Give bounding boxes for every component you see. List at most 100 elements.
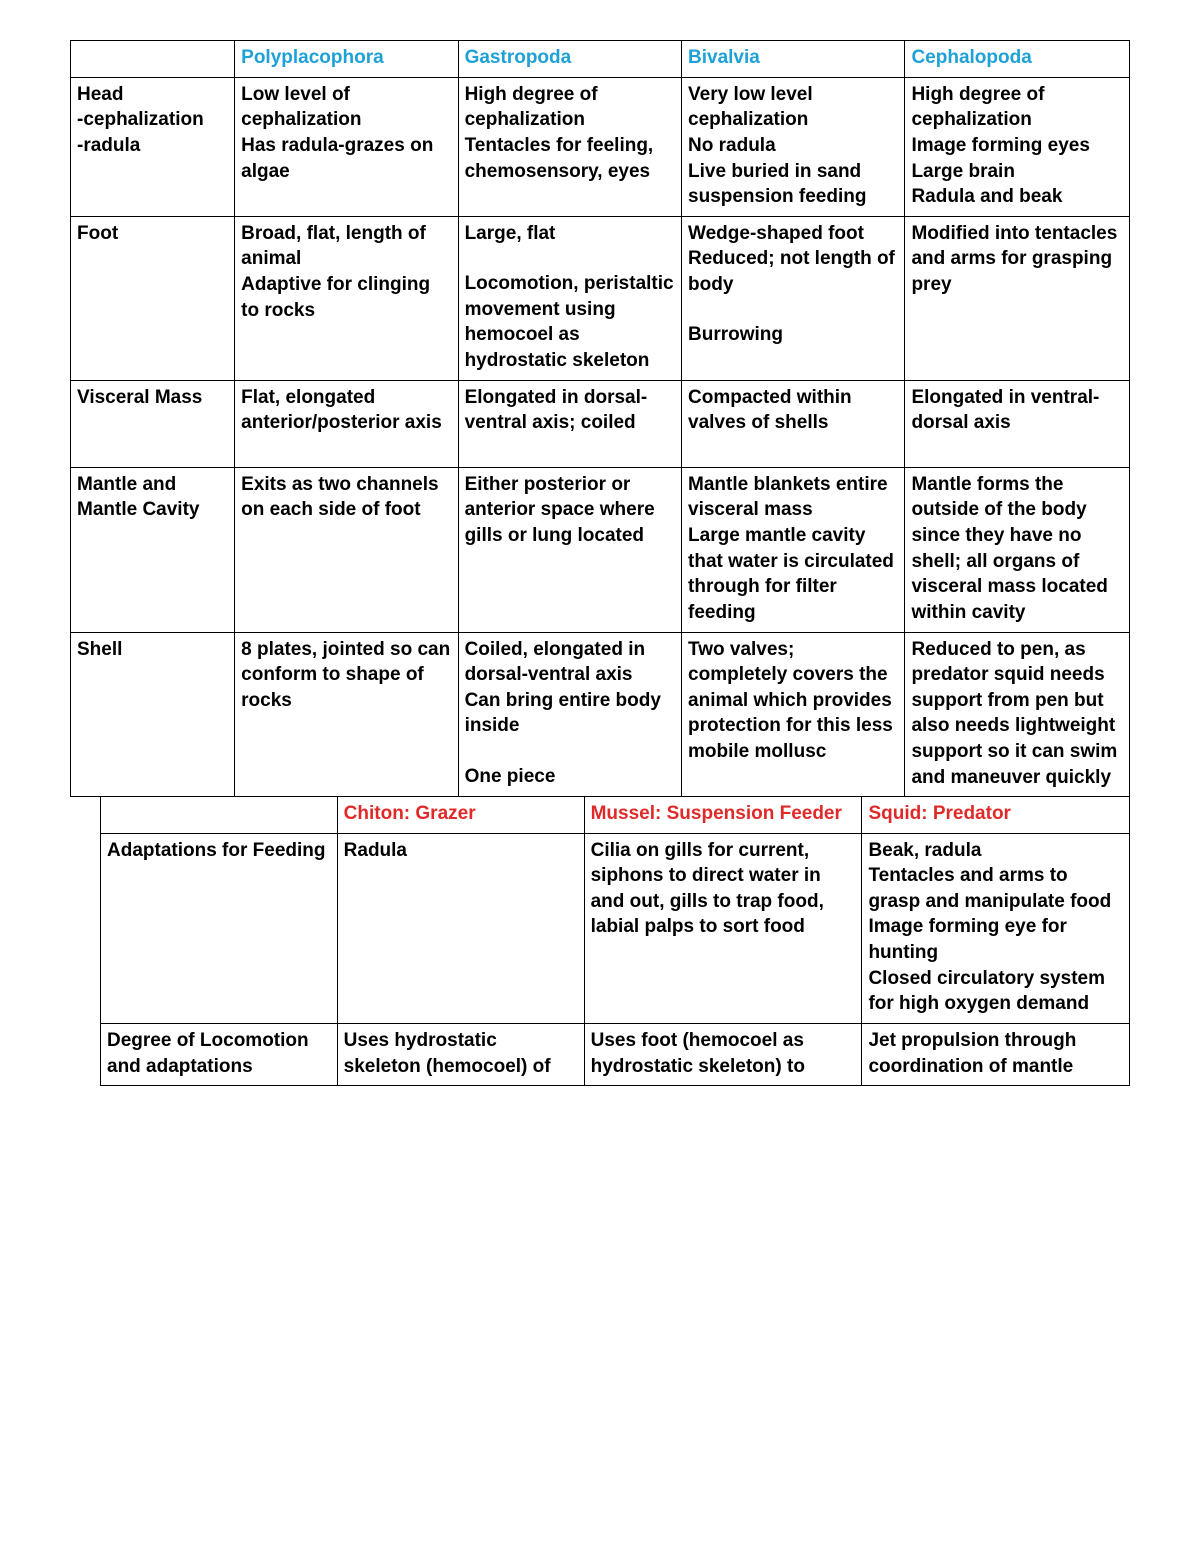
cell-text: Radula xyxy=(344,838,578,864)
table-row: Head -cephalization -radula Low level of… xyxy=(71,77,1130,216)
cell-text: Mantle forms the outside of the body sin… xyxy=(911,472,1123,626)
row-label: Mantle and Mantle Cavity xyxy=(71,467,235,632)
cell-text: Can bring entire body inside xyxy=(465,688,675,739)
cell-text: Either posterior or anterior space where… xyxy=(465,472,675,549)
cell-text: Jet propulsion through coordination of m… xyxy=(868,1028,1123,1079)
header-cell-blank xyxy=(101,796,338,833)
cell-text: Broad, flat, length of animal xyxy=(241,221,451,272)
table-cell: Beak, radula Tentacles and arms to grasp… xyxy=(862,833,1130,1023)
table-cell: Elongated in dorsal-ventral axis; coiled xyxy=(458,380,681,467)
table-cell: Coiled, elongated in dorsal-ventral axis… xyxy=(458,632,681,797)
table-row: Degree of Locomotion and adaptations Use… xyxy=(101,1024,1130,1086)
header-cell: Polyplacophora xyxy=(235,41,458,78)
cell-text: Compacted within valves of shells xyxy=(688,385,898,436)
cell-text: Low level of cephalization xyxy=(241,82,451,133)
cell-text: Elongated in ventral-dorsal axis xyxy=(911,385,1123,436)
table-cell: Mantle forms the outside of the body sin… xyxy=(905,467,1130,632)
table-cell: Modified into tentacles and arms for gra… xyxy=(905,216,1130,380)
table-cell: Elongated in ventral-dorsal axis xyxy=(905,380,1130,467)
table-cell: Low level of cephalization Has radula-gr… xyxy=(235,77,458,216)
table-cell: Mantle blankets entire visceral mass Lar… xyxy=(682,467,905,632)
cell-text: Coiled, elongated in dorsal-ventral axis xyxy=(465,637,675,688)
cell-text: No radula xyxy=(688,133,898,159)
row-label-line: Head xyxy=(77,82,228,108)
table-header-row: Polyplacophora Gastropoda Bivalvia Cepha… xyxy=(71,41,1130,78)
cell-text: Exits as two channels on each side of fo… xyxy=(241,472,451,523)
cell-text: Wedge-shaped foot xyxy=(688,221,898,247)
row-label-line: -cephalization xyxy=(77,107,228,133)
cell-text: One piece xyxy=(465,764,675,790)
row-label-line: Foot xyxy=(77,221,228,247)
cell-text: Locomotion, peristaltic movement using h… xyxy=(465,271,675,374)
cell-text: Mantle blankets entire visceral mass xyxy=(688,472,898,523)
cell-text: Large brain xyxy=(911,159,1123,185)
table-cell: Jet propulsion through coordination of m… xyxy=(862,1024,1130,1086)
table-cell: Uses foot (hemocoel as hydrostatic skele… xyxy=(584,1024,862,1086)
cell-text: Reduced; not length of body xyxy=(688,246,898,297)
table-cell: Broad, flat, length of animal Adaptive f… xyxy=(235,216,458,380)
table-cell: Uses hydrostatic skeleton (hemocoel) of xyxy=(337,1024,584,1086)
table-cell: Reduced to pen, as predator squid needs … xyxy=(905,632,1130,797)
row-label: Degree of Locomotion and adaptations xyxy=(101,1024,338,1086)
cell-text: Live buried in sand suspension feeding xyxy=(688,159,898,210)
cell-text: Image forming eyes xyxy=(911,133,1123,159)
cell-text: High degree of cephalization xyxy=(911,82,1123,133)
table-cell: Very low level cephalization No radula L… xyxy=(682,77,905,216)
comparison-table-1: Polyplacophora Gastropoda Bivalvia Cepha… xyxy=(70,40,1130,797)
table-cell: Exits as two channels on each side of fo… xyxy=(235,467,458,632)
row-label: Adaptations for Feeding xyxy=(101,833,338,1023)
cell-text: Large, flat xyxy=(465,221,675,247)
header-cell: Mussel: Suspension Feeder xyxy=(584,796,862,833)
cell-text: Elongated in dorsal-ventral axis; coiled xyxy=(465,385,675,436)
cell-text: Uses hydrostatic skeleton (hemocoel) of xyxy=(344,1028,578,1079)
table-header-row: Chiton: Grazer Mussel: Suspension Feeder… xyxy=(101,796,1130,833)
header-cell: Cephalopoda xyxy=(905,41,1130,78)
table-cell: High degree of cephalization Tentacles f… xyxy=(458,77,681,216)
cell-text: Tentacles for feeling, chemosensory, eye… xyxy=(465,133,675,184)
table-row: Mantle and Mantle Cavity Exits as two ch… xyxy=(71,467,1130,632)
table-cell: Wedge-shaped foot Reduced; not length of… xyxy=(682,216,905,380)
header-cell-blank xyxy=(71,41,235,78)
header-cell: Chiton: Grazer xyxy=(337,796,584,833)
table-row: Visceral Mass Flat, elongated anterior/p… xyxy=(71,380,1130,467)
table-cell: Radula xyxy=(337,833,584,1023)
cell-text: Flat, elongated anterior/posterior axis xyxy=(241,385,451,436)
cell-text: Image forming eye for hunting xyxy=(868,914,1123,965)
cell-text: Burrowing xyxy=(688,322,898,348)
row-label: Shell xyxy=(71,632,235,797)
table-row: Adaptations for Feeding Radula Cilia on … xyxy=(101,833,1130,1023)
table-cell: High degree of cephalization Image formi… xyxy=(905,77,1130,216)
row-label-line: -radula xyxy=(77,133,228,159)
table-row: Foot Broad, flat, length of animal Adapt… xyxy=(71,216,1130,380)
table-cell: Large, flat Locomotion, peristaltic move… xyxy=(458,216,681,380)
cell-text: Two valves; completely covers the animal… xyxy=(688,637,898,765)
table-cell: 8 plates, jointed so can conform to shap… xyxy=(235,632,458,797)
cell-text: Very low level cephalization xyxy=(688,82,898,133)
cell-text: Beak, radula xyxy=(868,838,1123,864)
cell-text: Radula and beak xyxy=(911,184,1123,210)
row-label-line: Mantle and Mantle Cavity xyxy=(77,472,228,523)
cell-text: Cilia on gills for current, siphons to d… xyxy=(591,838,856,941)
row-label-line: Shell xyxy=(77,637,228,663)
table-cell: Flat, elongated anterior/posterior axis xyxy=(235,380,458,467)
header-cell: Gastropoda xyxy=(458,41,681,78)
table-cell: Either posterior or anterior space where… xyxy=(458,467,681,632)
cell-text: 8 plates, jointed so can conform to shap… xyxy=(241,637,451,714)
cell-text: High degree of cephalization xyxy=(465,82,675,133)
cell-text: Adaptive for clinging to rocks xyxy=(241,272,451,323)
table-cell: Cilia on gills for current, siphons to d… xyxy=(584,833,862,1023)
cell-text: Has radula-grazes on algae xyxy=(241,133,451,184)
table-cell: Two valves; completely covers the animal… xyxy=(682,632,905,797)
comparison-table-2: Chiton: Grazer Mussel: Suspension Feeder… xyxy=(100,796,1130,1086)
cell-text: Tentacles and arms to grasp and manipula… xyxy=(868,863,1123,914)
header-cell: Bivalvia xyxy=(682,41,905,78)
row-label: Foot xyxy=(71,216,235,380)
cell-text: Uses foot (hemocoel as hydrostatic skele… xyxy=(591,1028,856,1079)
row-label: Head -cephalization -radula xyxy=(71,77,235,216)
row-label: Visceral Mass xyxy=(71,380,235,467)
cell-text: Modified into tentacles and arms for gra… xyxy=(911,221,1123,298)
table-row: Shell 8 plates, jointed so can conform t… xyxy=(71,632,1130,797)
cell-text: Reduced to pen, as predator squid needs … xyxy=(911,637,1123,791)
header-cell: Squid: Predator xyxy=(862,796,1130,833)
cell-text: Large mantle cavity that water is circul… xyxy=(688,523,898,626)
